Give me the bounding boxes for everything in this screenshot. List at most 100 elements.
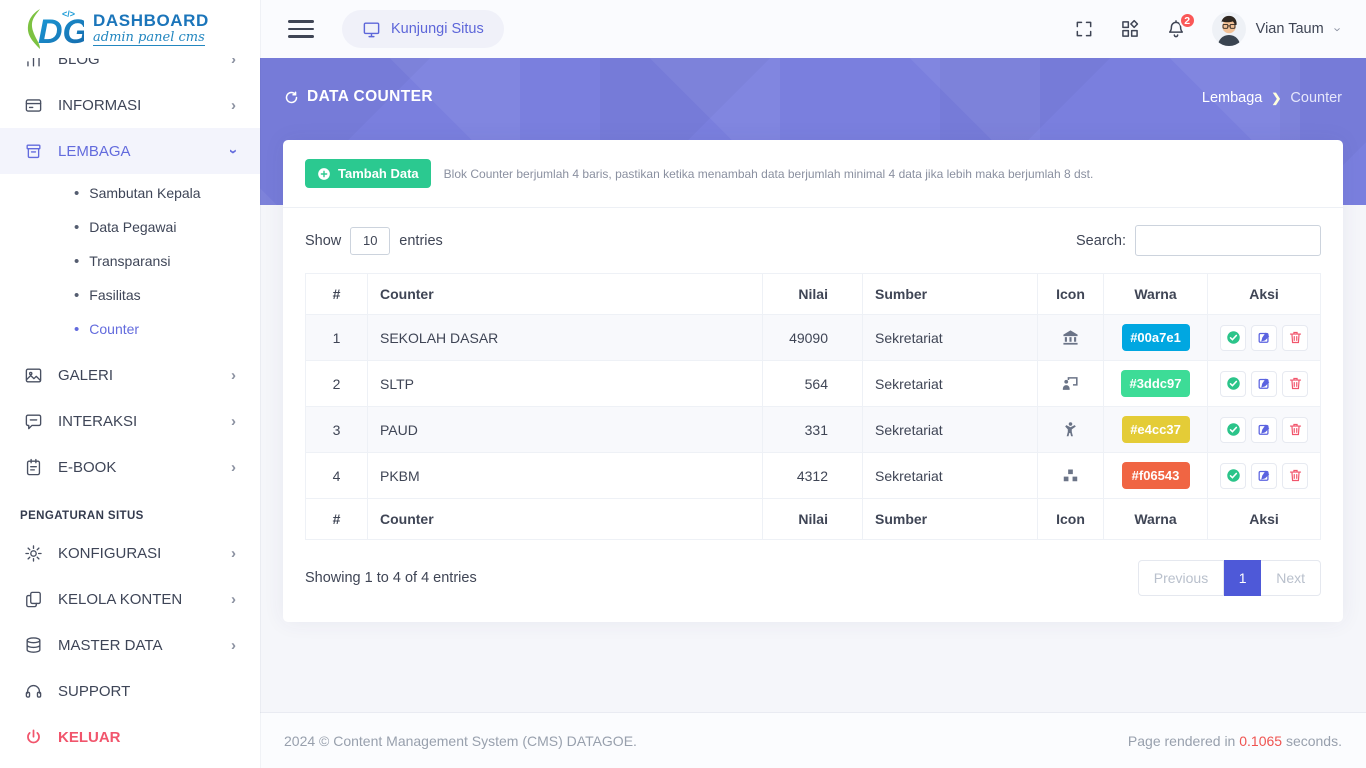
headset-icon bbox=[24, 682, 43, 701]
topbar: Kunjungi Situs 2 bbox=[260, 0, 1366, 58]
edit-icon bbox=[1258, 424, 1269, 435]
column-footer-no[interactable]: # bbox=[305, 498, 368, 540]
color-badge: #e4cc37 bbox=[1121, 416, 1190, 443]
check-circle-icon bbox=[1226, 423, 1240, 436]
color-badge: #3ddc97 bbox=[1121, 370, 1190, 397]
fullscreen-icon[interactable] bbox=[1074, 19, 1094, 39]
chevron-right-icon: ❯ bbox=[1271, 91, 1282, 105]
page-length-select[interactable] bbox=[350, 226, 391, 255]
sidebar-item-lembaga[interactable]: LEMBAGA › bbox=[0, 128, 260, 174]
counter-table: # Counter Nilai Sumber Icon Warna Aksi 1… bbox=[305, 273, 1321, 540]
edit-button[interactable] bbox=[1251, 416, 1277, 443]
notifications-bell-icon[interactable]: 2 bbox=[1166, 12, 1196, 39]
sidebar-item-label: KONFIGURASI bbox=[58, 544, 162, 562]
sidebar-subitem-transparansi[interactable]: • Transparansi bbox=[0, 244, 260, 278]
notification-badge: 2 bbox=[1178, 12, 1196, 29]
approve-button[interactable] bbox=[1220, 462, 1246, 489]
table-row: 2 SLTP 564 Sekretariat #3ddc97 bbox=[305, 360, 1321, 407]
cell-nilai: 49090 bbox=[762, 314, 863, 361]
column-header-icon[interactable]: Icon bbox=[1037, 273, 1104, 315]
sidebar-item-master-data[interactable]: MASTER DATA › bbox=[0, 622, 260, 668]
counter-info-text: Blok Counter berjumlah 4 baris, pastikan… bbox=[443, 166, 1094, 181]
notebook-icon bbox=[24, 458, 43, 477]
sidebar-item-label: INFORMASI bbox=[58, 96, 142, 114]
cell-sumber: Sekretariat bbox=[862, 406, 1038, 453]
column-header-no[interactable]: # bbox=[305, 273, 368, 315]
sidebar-item-ebook[interactable]: E-BOOK › bbox=[0, 444, 260, 490]
database-icon bbox=[24, 636, 43, 655]
pagination-page-1-button[interactable]: 1 bbox=[1224, 560, 1262, 596]
sidebar-item-interaksi[interactable]: INTERAKSI › bbox=[0, 398, 260, 444]
trash-icon bbox=[1289, 331, 1301, 344]
column-footer-sumber[interactable]: Sumber bbox=[862, 498, 1038, 540]
edit-button[interactable] bbox=[1251, 370, 1277, 397]
column-footer-nilai[interactable]: Nilai bbox=[762, 498, 863, 540]
column-header-nilai[interactable]: Nilai bbox=[762, 273, 863, 315]
data-counter-card: Tambah Data Blok Counter berjumlah 4 bar… bbox=[283, 140, 1343, 622]
column-footer-counter[interactable]: Counter bbox=[367, 498, 763, 540]
chevron-right-icon: › bbox=[231, 544, 236, 562]
trash-icon bbox=[1289, 377, 1301, 390]
sidebar-menu: BLOG › INFORMASI › LEMBAGA › • Sambutan … bbox=[0, 36, 260, 760]
cell-nilai: 331 bbox=[762, 406, 863, 453]
sidebar-item-label: MASTER DATA bbox=[58, 636, 163, 654]
card-icon bbox=[24, 96, 43, 115]
sidebar-subitem-counter[interactable]: • Counter bbox=[0, 312, 260, 346]
column-footer-aksi[interactable]: Aksi bbox=[1207, 498, 1321, 540]
chevron-right-icon: › bbox=[231, 590, 236, 608]
page-title: DATA COUNTER bbox=[284, 88, 433, 106]
bullet-icon: • bbox=[74, 184, 80, 202]
pagination-previous-button[interactable]: Previous bbox=[1137, 560, 1225, 596]
delete-button[interactable] bbox=[1282, 324, 1308, 351]
column-header-sumber[interactable]: Sumber bbox=[862, 273, 1038, 315]
approve-button[interactable] bbox=[1220, 324, 1246, 351]
pagination-next-button[interactable]: Next bbox=[1261, 560, 1321, 596]
sidebar-item-konfigurasi[interactable]: KONFIGURASI › bbox=[0, 530, 260, 576]
delete-button[interactable] bbox=[1282, 416, 1308, 443]
copyright-text: 2024 © Content Management System (CMS) D… bbox=[284, 732, 637, 749]
avatar bbox=[1211, 12, 1246, 46]
apps-grid-icon[interactable] bbox=[1120, 19, 1140, 39]
edit-button[interactable] bbox=[1251, 462, 1277, 489]
edit-button[interactable] bbox=[1251, 324, 1277, 351]
sidebar-subitem-fasilitas[interactable]: • Fasilitas bbox=[0, 278, 260, 312]
power-icon bbox=[24, 728, 43, 747]
cell-no: 2 bbox=[305, 360, 368, 407]
sidebar-item-label: GALERI bbox=[58, 366, 114, 384]
column-header-counter[interactable]: Counter bbox=[367, 273, 763, 315]
visit-site-button[interactable]: Kunjungi Situs bbox=[342, 10, 504, 48]
sidebar-item-support[interactable]: SUPPORT bbox=[0, 668, 260, 714]
brand-logo[interactable]: DG </> DASHBOARD admin panel cms bbox=[0, 0, 260, 58]
table-row: 1 SEKOLAH DASAR 49090 Sekretariat #00a7e… bbox=[305, 314, 1321, 361]
check-circle-icon bbox=[1226, 377, 1240, 390]
archive-icon bbox=[24, 142, 43, 161]
menu-toggle-icon[interactable] bbox=[288, 20, 314, 38]
sidebar-subitem-sambutan-kepala[interactable]: • Sambutan Kepala bbox=[0, 176, 260, 210]
add-data-button[interactable]: Tambah Data bbox=[305, 159, 431, 188]
search-input[interactable] bbox=[1135, 225, 1321, 256]
approve-button[interactable] bbox=[1220, 370, 1246, 397]
column-footer-icon[interactable]: Icon bbox=[1037, 498, 1104, 540]
delete-button[interactable] bbox=[1282, 462, 1308, 489]
column-header-aksi[interactable]: Aksi bbox=[1207, 273, 1321, 315]
sidebar-item-galeri[interactable]: GALERI › bbox=[0, 352, 260, 398]
user-menu[interactable]: Vian Taum › bbox=[1211, 12, 1345, 46]
approve-button[interactable] bbox=[1220, 416, 1246, 443]
search-label: Search: bbox=[1076, 232, 1126, 249]
sidebar-item-label: LEMBAGA bbox=[58, 142, 131, 160]
monitor-icon bbox=[363, 21, 380, 37]
render-time-value: 0.1065 bbox=[1239, 732, 1283, 749]
sidebar-subitem-label: Sambutan Kepala bbox=[89, 185, 201, 201]
column-header-warna[interactable]: Warna bbox=[1103, 273, 1208, 315]
sidebar-item-kelola-konten[interactable]: KELOLA KONTEN › bbox=[0, 576, 260, 622]
breadcrumb-parent[interactable]: Lembaga bbox=[1201, 90, 1263, 106]
sidebar-item-informasi[interactable]: INFORMASI › bbox=[0, 82, 260, 128]
bullet-icon: • bbox=[74, 286, 80, 304]
delete-button[interactable] bbox=[1282, 370, 1308, 397]
user-name: Vian Taum bbox=[1255, 21, 1324, 37]
chevron-down-icon: › bbox=[1330, 26, 1346, 32]
sidebar-subitem-data-pegawai[interactable]: • Data Pegawai bbox=[0, 210, 260, 244]
column-footer-warna[interactable]: Warna bbox=[1103, 498, 1208, 540]
sidebar-item-keluar[interactable]: KELUAR bbox=[0, 714, 260, 760]
visit-site-label: Kunjungi Situs bbox=[391, 21, 484, 37]
